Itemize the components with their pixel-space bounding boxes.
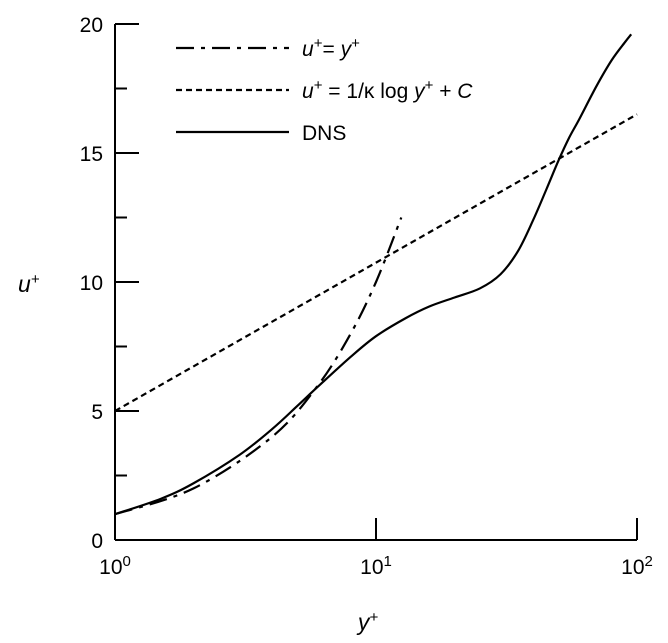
legend-label-part: DNS — [302, 122, 346, 145]
x-tick-label: 102 — [621, 553, 653, 580]
legend-label-part: y — [339, 38, 353, 61]
y-axis-label-base: u — [18, 271, 31, 297]
series-line-dns — [114, 33, 633, 516]
x-axis-label-base: y — [356, 609, 371, 635]
series-line-viscous — [114, 217, 403, 516]
x-tick-base: 10 — [360, 556, 383, 579]
legend-label-part: C — [457, 80, 473, 103]
x-tick-base: 10 — [99, 556, 122, 579]
x-tick-base: 10 — [621, 556, 644, 579]
y-tick-label: 20 — [80, 14, 103, 37]
legend-label-part: + — [314, 35, 323, 52]
legend-label-viscous: u+= y+ — [302, 35, 360, 62]
x-tick-exponent: 2 — [645, 553, 653, 570]
x-tick-exponent: 1 — [384, 553, 392, 570]
x-tick-exponent: 0 — [123, 553, 131, 570]
legend-label-part: + — [433, 80, 457, 103]
legend-label-dns: DNS — [302, 122, 346, 145]
x-tick-label: 101 — [360, 553, 392, 580]
legend-label-loglaw: u+ = 1/κ log y+ + C — [302, 77, 473, 104]
plot-series — [114, 33, 638, 516]
y-tick-label: 5 — [91, 401, 103, 424]
legend-label-part: u — [302, 38, 314, 61]
x-axis-label: y+ — [356, 609, 379, 636]
legend-label-part: + — [425, 77, 434, 94]
y-axis-label-sup: + — [31, 271, 40, 288]
legend-label-part: + — [314, 77, 323, 94]
y-tick-label: 0 — [91, 530, 103, 553]
legend-label-part: u — [302, 80, 314, 103]
legend-label-part: + — [351, 35, 360, 52]
series-line-loglaw — [114, 113, 638, 412]
legend-label-part: = 1/κ log — [322, 80, 414, 103]
y-axis-label: u+ — [18, 271, 40, 298]
legend-label-part: y — [412, 80, 426, 103]
legend-label-part: = — [322, 38, 340, 61]
y-tick-label: 10 — [80, 272, 103, 295]
y-tick-label: 15 — [80, 143, 103, 166]
x-tick-label: 100 — [99, 553, 131, 580]
x-axis-label-sup: + — [369, 609, 378, 626]
axis-labels: u+y+ — [18, 271, 378, 636]
